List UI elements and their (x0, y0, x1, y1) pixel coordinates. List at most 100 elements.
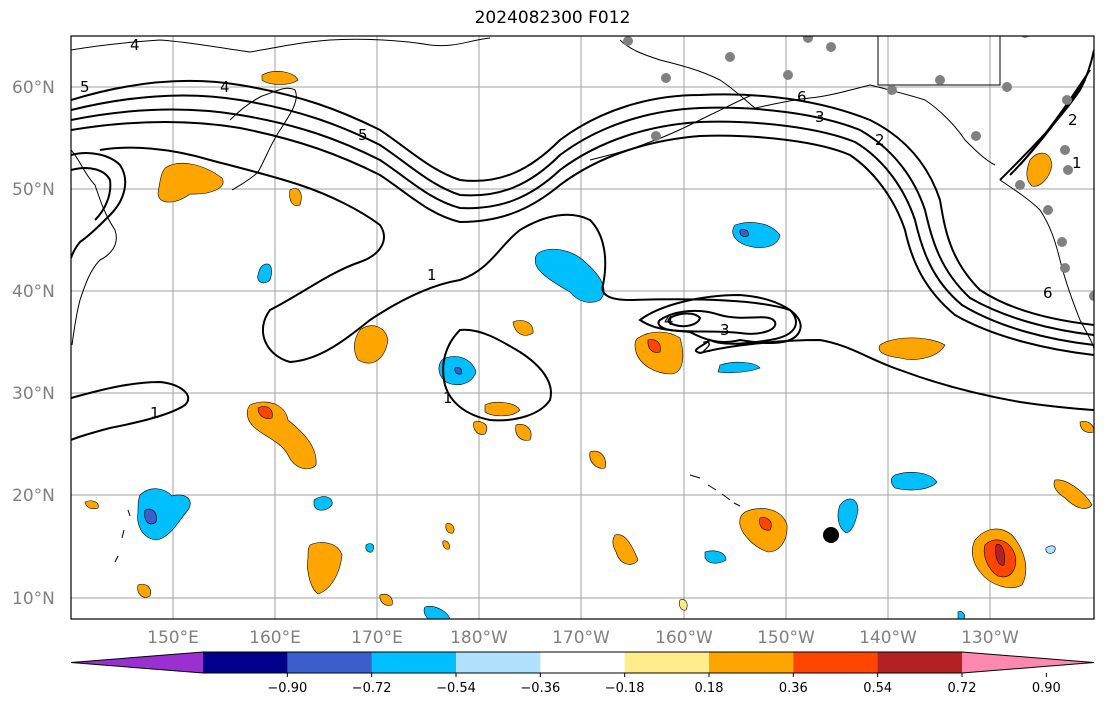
contour-line (999, 49, 1094, 181)
colorbar-segment (456, 652, 541, 673)
station-marker (1060, 145, 1070, 155)
shaded-positive-region (739, 508, 788, 553)
shaded-positive-region (257, 406, 273, 419)
shaded-negative-region (257, 263, 272, 284)
lon-label: 160°E (249, 628, 301, 648)
colorbar-segment (287, 652, 373, 673)
shaded-negative-region (144, 508, 157, 525)
lon-label: 140°W (859, 628, 917, 648)
contour-label: 5 (358, 126, 368, 144)
shaded-negative-region (137, 488, 191, 541)
station-marker (651, 131, 661, 141)
colorbar-segment (709, 652, 794, 673)
shaded-positive-region (261, 71, 299, 85)
shaded-positive-region (289, 188, 302, 207)
shaded-positive-region (157, 162, 224, 203)
shaded-negative-region (732, 222, 781, 248)
contour-label: 1 (150, 404, 160, 422)
station-marker (826, 42, 836, 52)
contour-label: 2 (875, 131, 885, 149)
colorbar-segment (624, 652, 710, 673)
shaded-positive-region (512, 320, 534, 336)
shaded-positive-region (445, 523, 455, 534)
shaded-negative-region (890, 472, 938, 491)
contour-line (71, 380, 190, 441)
station-marker (623, 36, 633, 46)
shaded-negative-region (717, 361, 761, 374)
contour-line (71, 79, 1094, 326)
shaded-positive-region (515, 424, 532, 441)
colorbar-tick-label: −0.90 (267, 681, 307, 696)
shaded-negative-region (957, 611, 965, 619)
colorbar-tick-label: −0.36 (520, 681, 560, 696)
colorbar-tick-label: −0.72 (352, 681, 392, 696)
shaded-positive-region (995, 544, 1005, 566)
colorbar-extend-low (71, 652, 203, 673)
map-background (71, 36, 1094, 619)
shaded-negative-region (313, 496, 333, 511)
shaded-positive-region (634, 331, 684, 375)
station-marker (1057, 237, 1067, 247)
shaded-positive-region (647, 339, 661, 353)
contour-label: 4 (130, 36, 140, 54)
lat-label: 10°N (12, 589, 55, 609)
shaded-negative-region (837, 498, 859, 534)
shaded-positive-region (354, 325, 389, 364)
shaded-positive-region (612, 534, 639, 565)
coastline-asia-north (71, 37, 491, 53)
storm-marker (823, 527, 839, 543)
colorbar-segment (793, 652, 879, 673)
shaded-negative-region (534, 248, 605, 303)
lat-label: 40°N (12, 282, 55, 302)
lon-label: 170°W (552, 628, 610, 648)
shaded-negative-region (704, 550, 727, 564)
contour-line (71, 94, 1094, 336)
station-marker (887, 85, 897, 95)
colorbar-tick-label: −0.54 (436, 681, 476, 696)
contour-line (71, 121, 1094, 356)
lon-label: 150°W (757, 628, 815, 648)
shaded-positive-region (246, 401, 317, 470)
lat-label: 60°N (12, 78, 55, 98)
shaded-negative-region (423, 606, 451, 619)
shaded-negative-region (1045, 545, 1056, 554)
colorbar-extend-high (962, 652, 1094, 673)
shaded-negative-region (739, 229, 749, 237)
station-marker (783, 70, 793, 80)
contour-labels: 4 5 4 5 6 3 2 1 1 1 4 3 2 2 1 6 (80, 36, 1082, 422)
contour-label: 1 (427, 266, 437, 284)
station-marker (1002, 82, 1012, 92)
shaded-positive-region (1079, 421, 1094, 433)
contour-label: 6 (797, 88, 807, 106)
contour-line (71, 108, 1094, 346)
contour-line (657, 309, 777, 335)
contour-label: 1 (443, 389, 453, 407)
border-line (877, 36, 1001, 86)
shaded-positive-region (473, 421, 488, 435)
shaded-positive-region (1053, 479, 1093, 509)
station-marker (1062, 95, 1072, 105)
contour-label: 2 (702, 338, 712, 356)
stations (623, 36, 1094, 301)
contour-line (1019, 69, 1091, 166)
station-marker (1015, 180, 1025, 190)
coastline-north-america (999, 179, 1094, 351)
colorbar-tick-label: 0.18 (695, 681, 724, 696)
coastline-alaska (619, 39, 996, 166)
contour-label: 3 (720, 321, 730, 339)
contour-label: 6 (1043, 284, 1053, 302)
lon-label: 160°W (655, 628, 713, 648)
colorbar-segment (540, 652, 626, 673)
colorbar-tick-label: 0.90 (1032, 681, 1061, 696)
lat-label: 50°N (12, 180, 55, 200)
contour-label: 2 (1068, 111, 1078, 129)
station-marker (935, 75, 945, 85)
colorbar-segment (203, 652, 288, 673)
shaded-positive-region (759, 517, 772, 531)
contour-label: 5 (80, 78, 90, 96)
contour-label: 4 (220, 78, 230, 96)
shaded-positive-region (1026, 152, 1053, 187)
contour-line (71, 167, 112, 221)
colorbar: −0.90 −0.72 −0.54 −0.36 −0.18 0.18 0.36 0.54 0.7… (70, 651, 1095, 696)
shaded-positive-region (442, 540, 450, 550)
